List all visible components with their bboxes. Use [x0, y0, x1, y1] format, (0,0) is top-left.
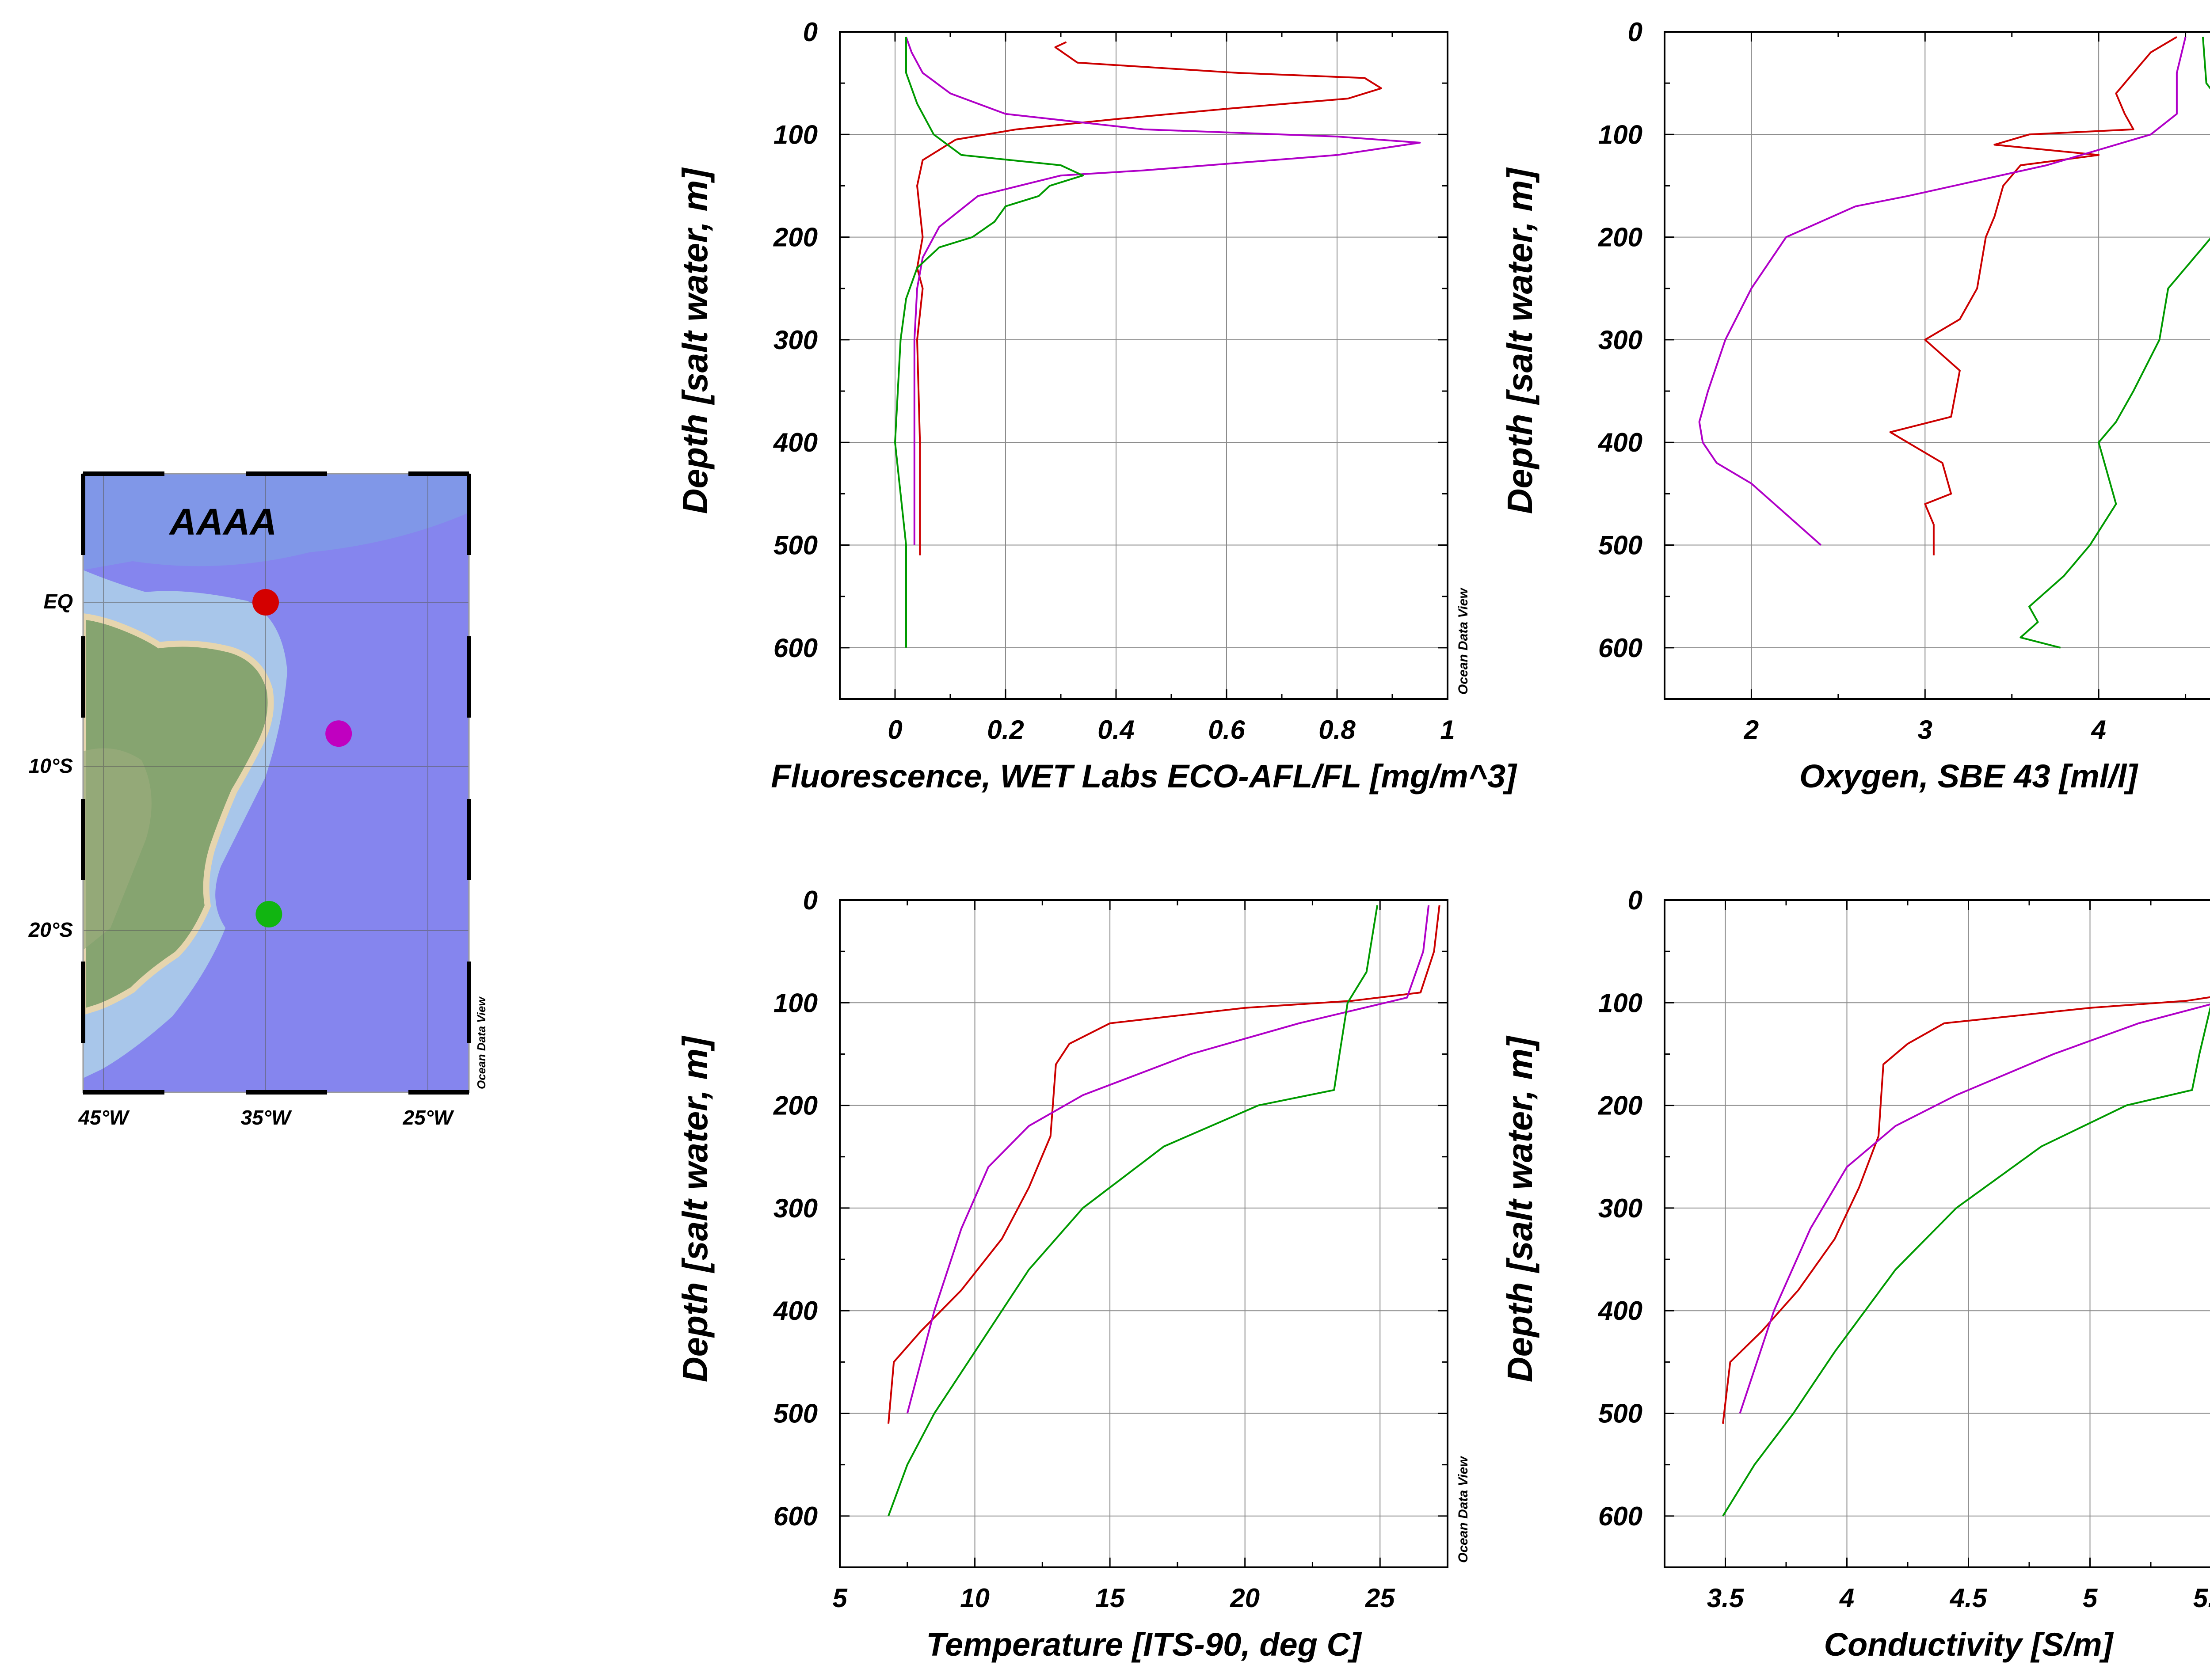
- x-tick-label: 5.5: [2193, 1583, 2210, 1613]
- y-tick-label: 600: [1598, 1501, 1642, 1531]
- y-axis-title: Depth [salt water, m]: [675, 167, 715, 514]
- y-tick-label: 600: [774, 633, 818, 663]
- series-line-green: [1722, 1005, 2210, 1517]
- chart-oxygen: 23450100200300400500600Oxygen, SBE 43 [m…: [1500, 17, 2210, 794]
- y-axis-title: Depth [salt water, m]: [675, 1035, 715, 1382]
- series-line-magenta: [906, 905, 1430, 1414]
- plot-area: [840, 32, 1448, 699]
- odv-credit: Ocean Data View: [1456, 1456, 1471, 1563]
- series-line-magenta: [1739, 1003, 2210, 1414]
- x-tick-label: 1: [1440, 715, 1455, 745]
- y-tick-label: 300: [1598, 325, 1642, 355]
- map-lat-label-20s: 20°S: [28, 918, 73, 941]
- y-tick-label: 200: [1598, 223, 1642, 252]
- x-tick-label: 20: [1230, 1583, 1260, 1613]
- series-line-red: [916, 41, 1382, 555]
- y-tick-label: 0: [803, 17, 818, 47]
- station-red: [252, 589, 279, 616]
- plot-frame: [839, 31, 1448, 700]
- plot-area: [1665, 32, 2210, 699]
- y-tick-label: 100: [774, 120, 818, 149]
- x-tick-label: 0.4: [1097, 715, 1134, 745]
- map-lon-label-25w: 25°W: [403, 1106, 455, 1129]
- plot-frame: [839, 899, 1448, 1568]
- odv-credit: Ocean Data View: [1456, 588, 1471, 695]
- x-tick-label: 0.2: [987, 715, 1024, 745]
- x-tick-label: 15: [1095, 1583, 1125, 1613]
- map-credit: Ocean Data View: [475, 996, 488, 1089]
- x-tick-label: 3: [1918, 715, 1932, 745]
- chart-temperature: 5 10 15 20 25 0 100 200 300 400 500 600 Temperature …: [675, 886, 1471, 1663]
- x-tick-label: 3.5: [1707, 1583, 1745, 1613]
- y-tick-label: 200: [1598, 1091, 1642, 1121]
- map-lon-label-45w: 45°W: [78, 1106, 130, 1129]
- plot-frame: [1664, 31, 2210, 700]
- plot-frame: [1664, 899, 2210, 1568]
- y-tick-label: 500: [774, 531, 818, 560]
- map-lon-label-35w: 35°W: [241, 1106, 293, 1129]
- y-tick-label: 100: [1598, 988, 1642, 1018]
- x-tick-label: 2: [1744, 715, 1759, 745]
- series-line-magenta: [905, 36, 1421, 545]
- map-land: [83, 613, 274, 1015]
- y-tick-label: 500: [1598, 531, 1642, 560]
- chart-fluorescence: 0 0.2 0.4 0.6 0.8 1 0 100 200 300 400 500 600 Fluores…: [675, 17, 1517, 794]
- y-tick-label: 500: [774, 1399, 818, 1429]
- x-tick-label: 4: [2091, 715, 2106, 745]
- map-ocean-ridge: [83, 474, 469, 570]
- x-tick-label: 10: [960, 1583, 990, 1613]
- y-axis-title: Depth [salt water, m]: [1500, 1035, 1539, 1382]
- x-axis-title: Temperature [ITS-90, deg C]: [926, 1626, 1362, 1663]
- y-tick-label: 0: [1628, 17, 1642, 47]
- station-green: [255, 901, 282, 927]
- y-tick-label: 600: [774, 1501, 818, 1531]
- series-line-red: [1722, 996, 2210, 1424]
- series-line-green: [888, 905, 1379, 1517]
- y-tick-label: 200: [773, 223, 818, 252]
- x-axis-title: Oxygen, SBE 43 [ml/l]: [1799, 758, 2138, 794]
- map-frame-border: [81, 471, 471, 1095]
- x-tick-label: 0: [888, 715, 902, 745]
- y-tick-label: 600: [1598, 633, 1642, 663]
- y-tick-label: 0: [803, 886, 818, 915]
- x-axis-title: Conductivity [S/m]: [1824, 1626, 2114, 1663]
- map-lat-label-10s: 10°S: [29, 754, 73, 777]
- y-tick-label: 300: [774, 1193, 818, 1223]
- x-tick-label: 5: [2083, 1583, 2098, 1613]
- series-line-green: [2019, 37, 2210, 649]
- x-tick-label: 0.6: [1208, 715, 1245, 745]
- y-tick-label: 200: [773, 1091, 818, 1121]
- map-title: AAAA: [169, 501, 277, 543]
- series-line-red: [1889, 36, 2177, 555]
- x-tick-label: 25: [1365, 1583, 1395, 1613]
- x-tick-label: 5: [832, 1583, 848, 1613]
- plot-area: [1665, 900, 2210, 1567]
- station-magenta: [325, 720, 352, 747]
- y-tick-label: 400: [1598, 1296, 1642, 1326]
- y-tick-label: 500: [1598, 1399, 1642, 1429]
- y-tick-label: 100: [1598, 120, 1642, 149]
- y-tick-label: 400: [773, 1296, 818, 1326]
- y-tick-label: 400: [773, 428, 818, 457]
- map-lat-label-eq: EQ: [44, 590, 73, 613]
- x-tick-label: 0.8: [1318, 715, 1356, 745]
- series-line-red: [888, 905, 1440, 1424]
- x-tick-label: 4.5: [1950, 1583, 1988, 1613]
- y-tick-label: 300: [1598, 1193, 1642, 1223]
- station-map: AAAA EQ 10°S 20°S 45°W 35°W 25°W Ocean D…: [28, 471, 488, 1129]
- y-tick-label: 400: [1598, 428, 1642, 457]
- y-tick-label: 300: [774, 325, 818, 355]
- x-tick-label: 4: [1839, 1583, 1854, 1613]
- chart-conductivity: 3.5 4 4.5 5 5.5 0 100 200 300 400 500 600 Conductivi…: [1500, 886, 2210, 1663]
- y-tick-label: 0: [1628, 886, 1642, 915]
- y-tick-label: 100: [774, 988, 818, 1018]
- series-line-magenta: [1698, 37, 2187, 546]
- y-axis-title: Depth [salt water, m]: [1500, 167, 1539, 514]
- series-line-green: [894, 37, 1084, 648]
- x-axis-title: Fluorescence, WET Labs ECO-AFL/FL [mg/m^…: [771, 758, 1517, 794]
- map-land-shade: [83, 748, 152, 950]
